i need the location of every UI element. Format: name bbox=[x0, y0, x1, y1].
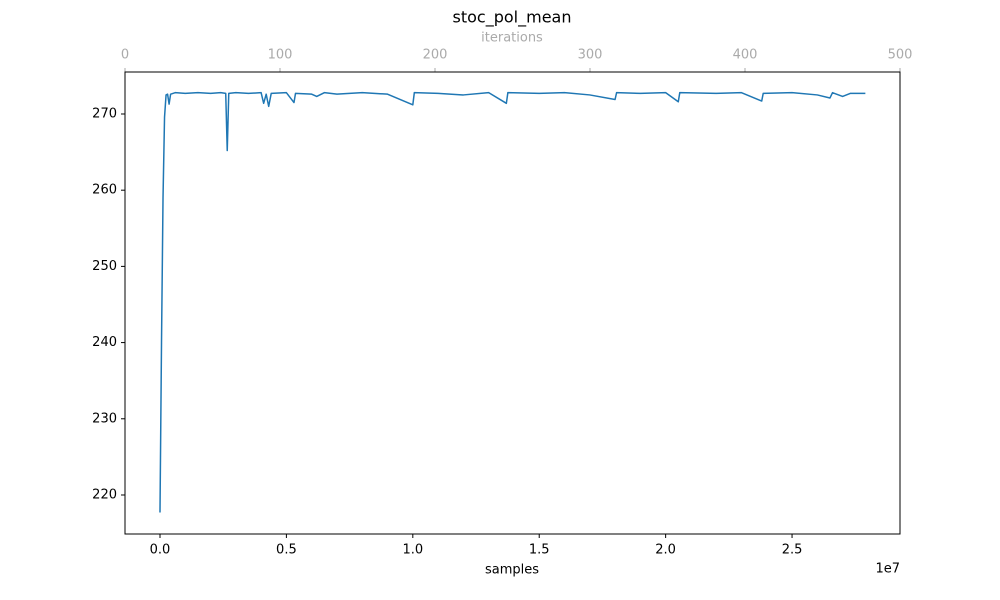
x-tick-label: 0.5 bbox=[276, 543, 297, 558]
top-tick-label: 100 bbox=[268, 48, 293, 63]
y-tick-label: 260 bbox=[92, 183, 117, 198]
top-tick-label: 0 bbox=[121, 48, 129, 63]
y-tick-label: 270 bbox=[92, 106, 117, 121]
x-offset-label: 1e7 bbox=[875, 562, 900, 577]
top-tick-label: 200 bbox=[423, 48, 448, 63]
x-tick-label: 2.5 bbox=[782, 543, 803, 558]
x-tick-label: 1.0 bbox=[402, 543, 423, 558]
plot-frame bbox=[124, 71, 901, 535]
x-tick-label: 1.5 bbox=[529, 543, 550, 558]
x-tick-label: 2.0 bbox=[655, 543, 676, 558]
top-tick-label: 400 bbox=[733, 48, 758, 63]
x-tick-label: 0.0 bbox=[150, 543, 171, 558]
y-tick-label: 230 bbox=[92, 411, 117, 426]
x-axis-label: samples bbox=[485, 563, 539, 578]
y-tick-label: 250 bbox=[92, 259, 117, 274]
top-tick-label: 500 bbox=[888, 48, 913, 63]
y-tick-label: 220 bbox=[92, 487, 117, 502]
top-axis-label: iterations bbox=[481, 31, 543, 46]
chart-title: stoc_pol_mean bbox=[453, 8, 572, 28]
data-line bbox=[159, 91, 866, 513]
y-tick-label: 240 bbox=[92, 335, 117, 350]
top-tick-label: 300 bbox=[578, 48, 603, 63]
